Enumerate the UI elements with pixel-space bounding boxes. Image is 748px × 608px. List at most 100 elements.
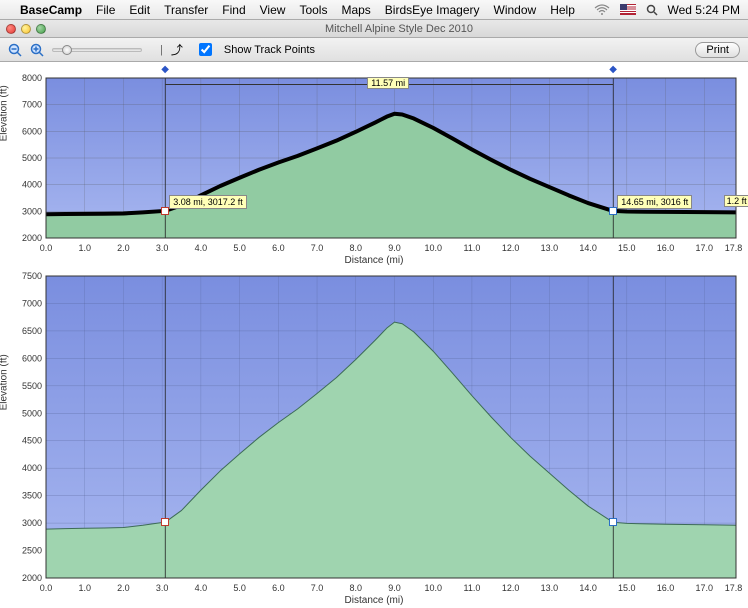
svg-text:4500: 4500 [22,436,42,446]
svg-text:5.0: 5.0 [233,243,246,253]
svg-text:5.0: 5.0 [233,583,246,593]
selection-marker-bar: ◆ ◆ [46,64,736,74]
window-title: Mitchell Alpine Style Dec 2010 [56,23,742,35]
svg-text:2000: 2000 [22,233,42,243]
svg-text:2.0: 2.0 [117,243,130,253]
svg-text:10.0: 10.0 [424,583,442,593]
svg-text:8.0: 8.0 [350,243,363,253]
svg-text:16.0: 16.0 [657,583,675,593]
svg-text:15.0: 15.0 [618,583,636,593]
maps-menu[interactable]: Maps [341,3,370,17]
svg-text:7.0: 7.0 [311,583,324,593]
svg-text:11.0: 11.0 [463,243,480,253]
svg-text:17.82: 17.82 [725,243,742,253]
window-titlebar: Mitchell Alpine Style Dec 2010 [0,20,748,38]
wifi-icon[interactable] [594,4,610,16]
tooltip-left: 3.08 mi, 3017.2 ft [169,195,247,209]
svg-text:2000: 2000 [22,573,42,583]
svg-text:6000: 6000 [22,353,42,363]
help-menu[interactable]: Help [550,3,575,17]
svg-text:0.0: 0.0 [40,243,53,253]
x-axis-label-bottom: Distance (mi) [6,595,742,606]
svg-text:7500: 7500 [22,272,42,281]
svg-text:17.0: 17.0 [695,243,713,253]
svg-text:2500: 2500 [22,546,42,556]
y-axis-label: Elevation (ft) [0,85,10,141]
svg-text:8000: 8000 [22,74,42,83]
svg-text:7000: 7000 [22,100,42,110]
svg-text:3000: 3000 [22,518,42,528]
elevation-chart-bottom[interactable]: Elevation (ft) 2000250030003500400045005… [6,272,742,594]
selection-handle-right[interactable] [609,207,617,215]
svg-text:10.0: 10.0 [424,243,442,253]
print-button[interactable]: Print [695,42,740,58]
file-menu[interactable]: File [96,3,115,17]
svg-text:5000: 5000 [22,153,42,163]
svg-text:11.0: 11.0 [463,583,480,593]
svg-text:0.0: 0.0 [40,583,53,593]
edit-menu[interactable]: Edit [129,3,150,17]
svg-text:7.0: 7.0 [311,243,324,253]
measure-label: 11.57 mi [367,77,409,89]
svg-text:1.0: 1.0 [78,583,91,593]
svg-text:8.0: 8.0 [350,583,363,593]
svg-text:6.0: 6.0 [272,583,285,593]
svg-text:17.0: 17.0 [695,583,713,593]
svg-text:3.0: 3.0 [156,243,169,253]
svg-text:13.0: 13.0 [541,583,559,593]
app-menu[interactable]: BaseCamp [20,3,82,17]
minimize-button[interactable] [21,24,31,34]
svg-text:12.0: 12.0 [502,243,520,253]
svg-text:15.0: 15.0 [618,243,636,253]
tooltip-end: 1.2 ft [724,195,748,207]
clock[interactable]: Wed 5:24 PM [668,3,740,17]
window-menu[interactable]: Window [494,3,537,17]
zoom-in-icon[interactable] [30,43,44,57]
svg-text:5000: 5000 [22,408,42,418]
zoom-slider[interactable] [52,48,142,52]
x-axis-label-top: Distance (mi) [6,255,742,266]
show-track-points-checkbox[interactable] [199,43,212,56]
svg-text:12.0: 12.0 [502,583,520,593]
find-menu[interactable]: Find [222,3,245,17]
spotlight-icon[interactable] [646,4,658,16]
svg-text:16.0: 16.0 [657,243,675,253]
elevation-chart-top[interactable]: Elevation (ft) 2000300040005000600070008… [6,74,742,254]
tooltip-right: 14.65 mi, 3016 ft [617,195,692,209]
zoom-button[interactable] [36,24,46,34]
zoom-slider-thumb[interactable] [62,45,72,55]
svg-text:14.0: 14.0 [579,583,597,593]
svg-text:7000: 7000 [22,298,42,308]
svg-text:4000: 4000 [22,180,42,190]
svg-text:9.0: 9.0 [388,583,401,593]
selection-handle-right[interactable] [609,518,617,526]
svg-text:3.0: 3.0 [156,583,169,593]
svg-text:17.82: 17.82 [725,583,742,593]
svg-text:1.0: 1.0 [78,243,91,253]
zoom-out-icon[interactable] [8,43,22,57]
birdseye-menu[interactable]: BirdsEye Imagery [385,3,480,17]
selection-handle-left[interactable] [161,207,169,215]
svg-text:5500: 5500 [22,381,42,391]
y-axis-label: Elevation (ft) [0,354,10,410]
svg-text:14.0: 14.0 [579,243,597,253]
svg-text:13.0: 13.0 [541,243,559,253]
track-points-icon: ⤴ [171,41,183,58]
view-menu[interactable]: View [260,3,286,17]
svg-text:3000: 3000 [22,206,42,216]
selection-handle-left[interactable] [161,518,169,526]
input-flag-icon[interactable] [620,4,636,15]
svg-text:6000: 6000 [22,126,42,136]
menubar: BaseCamp File Edit Transfer Find View To… [0,0,748,20]
svg-text:6.0: 6.0 [272,243,285,253]
svg-text:3500: 3500 [22,491,42,501]
transfer-menu[interactable]: Transfer [164,3,208,17]
toolbar: | ⤴ Show Track Points Print [0,38,748,62]
svg-text:2.0: 2.0 [117,583,130,593]
svg-text:6500: 6500 [22,326,42,336]
close-button[interactable] [6,24,16,34]
svg-text:4.0: 4.0 [195,583,208,593]
tools-menu[interactable]: Tools [299,3,327,17]
show-track-points-label: Show Track Points [224,44,315,56]
svg-text:4.0: 4.0 [195,243,208,253]
